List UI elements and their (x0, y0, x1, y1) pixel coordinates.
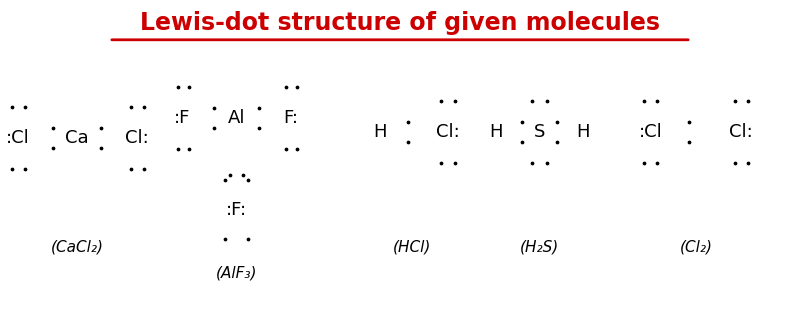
Text: (AlF₃): (AlF₃) (216, 266, 258, 281)
Text: (Cl₂): (Cl₂) (680, 240, 713, 255)
Text: H: H (374, 123, 387, 141)
Text: Cl:: Cl: (125, 129, 149, 147)
Text: Ca: Ca (66, 129, 89, 147)
Text: Al: Al (228, 109, 246, 127)
Text: :Cl: :Cl (638, 123, 662, 141)
Text: :Cl: :Cl (6, 129, 30, 147)
Text: H: H (577, 123, 590, 141)
Text: (H₂S): (H₂S) (520, 240, 559, 255)
Text: Lewis-dot structure of given molecules: Lewis-dot structure of given molecules (140, 11, 660, 35)
Text: Cl:: Cl: (730, 123, 753, 141)
Text: (CaCl₂): (CaCl₂) (50, 240, 104, 255)
Text: H: H (489, 123, 502, 141)
Text: :F: :F (174, 109, 190, 127)
Text: :F:: :F: (226, 201, 247, 219)
Text: (HCl): (HCl) (393, 240, 431, 255)
Text: F:: F: (283, 109, 298, 127)
Text: Cl:: Cl: (436, 123, 460, 141)
Text: S: S (534, 123, 546, 141)
